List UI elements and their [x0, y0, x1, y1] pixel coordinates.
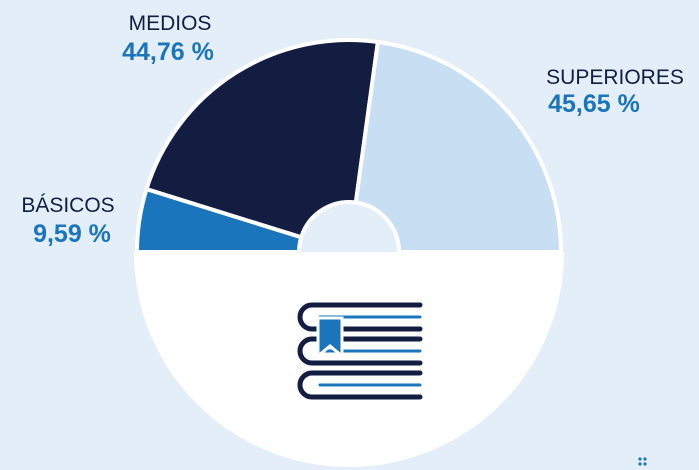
wedge: [144, 38, 380, 240]
category-label: MEDIOS: [129, 12, 212, 35]
category-label: SUPERIORES: [546, 66, 684, 89]
value-label: 9,59 %: [33, 220, 111, 248]
lower-disc: [134, 252, 564, 467]
books-icon: [297, 302, 423, 400]
dots-icon: [638, 457, 647, 466]
category-label: BÁSICOS: [21, 194, 114, 217]
value-label: 45,65 %: [548, 90, 640, 118]
value-label: 44,76 %: [122, 38, 214, 66]
wedges: [135, 38, 563, 254]
wedge: [353, 39, 563, 254]
